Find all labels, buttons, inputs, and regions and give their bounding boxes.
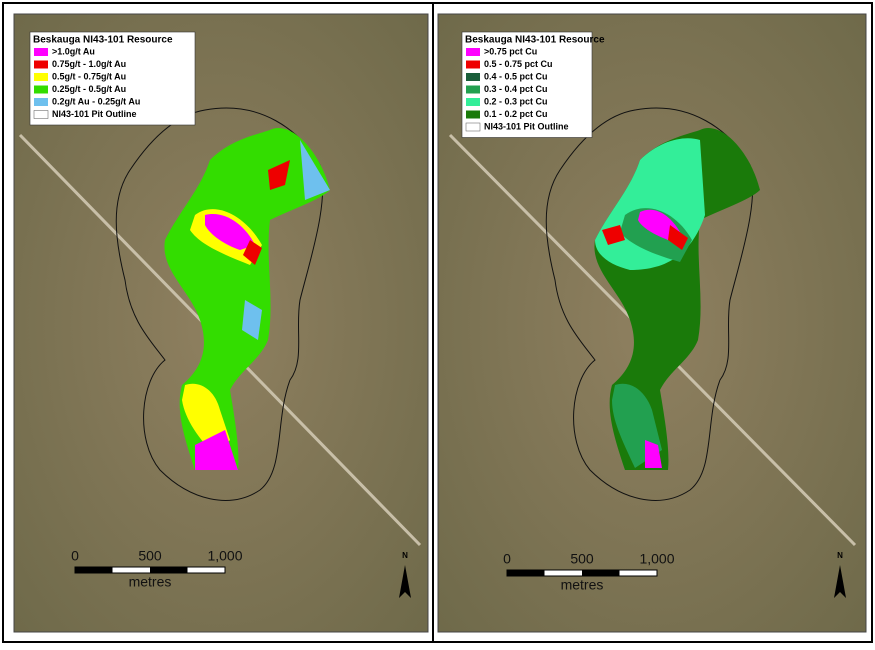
legend-swatch	[466, 73, 480, 81]
legend-box	[29, 31, 196, 126]
map-annotations: Beskauga NI43-101 Resource>1.0g/t Au 0.75…	[29, 31, 411, 598]
ore-zone	[645, 440, 662, 468]
legend-title: Beskauga NI43-101 Resource	[465, 35, 605, 46]
legend-swatch	[34, 85, 48, 94]
scale-label: 1,000	[207, 548, 242, 564]
scale-label: 500	[570, 551, 594, 567]
legend-label: >1.0g/t Au	[52, 46, 95, 56]
scale-bar-segment	[150, 567, 188, 573]
north-label: N	[837, 551, 843, 560]
scale-label: 0	[71, 548, 79, 564]
scale-unit: metres	[561, 577, 604, 593]
map-panel-right	[437, 13, 867, 633]
north-arrow	[399, 565, 411, 598]
legend-label: NI43-101 Pit Outline	[52, 109, 137, 119]
legend-title: Beskauga NI43-101 Resource	[33, 35, 173, 46]
legend-label: 0.3 - 0.4 pct Cu	[484, 84, 548, 94]
map-annotations: Beskauga NI43-101 Resource>0.75 pct Cu 0.…	[461, 31, 846, 598]
legend-label: 0.75g/t - 1.0g/t Au	[52, 59, 126, 69]
scale-label: 1,000	[639, 551, 674, 567]
legend-swatch	[34, 98, 48, 106]
legend-label: NI43-101 Pit Outline	[484, 121, 569, 131]
legend-swatch	[466, 110, 480, 119]
legend-swatch	[466, 85, 480, 94]
legend-label: 0.2 - 0.3 pct Cu	[484, 96, 548, 106]
legend-label: 0.4 - 0.5 pct Cu	[484, 71, 548, 81]
legend-swatch	[465, 122, 481, 132]
ore-zone	[195, 430, 238, 470]
legend-swatch	[33, 110, 49, 119]
scale-label: 500	[138, 548, 162, 564]
legend-label: 0.5 - 0.75 pct Cu	[484, 59, 553, 69]
ore-zone	[300, 140, 330, 200]
north-arrow	[834, 565, 846, 598]
ore-zone	[602, 225, 625, 245]
scale-label: 0	[503, 551, 511, 567]
legend-swatch	[34, 60, 48, 69]
ore-zone	[242, 300, 262, 340]
legend-label: 0.5g/t - 0.75g/t Au	[52, 71, 126, 81]
legend-swatch	[34, 73, 48, 81]
scale-bar-segment	[582, 570, 620, 576]
overlays: Beskauga NI43-101 Resource>1.0g/t Au0.75…	[29, 31, 846, 598]
legend-swatch	[466, 60, 480, 69]
legend-box	[461, 31, 593, 138]
ore-zone	[268, 160, 290, 190]
ore-zone	[205, 214, 255, 250]
legend-swatch	[466, 98, 480, 106]
legend-swatch	[466, 48, 480, 56]
legend-label: 0.1 - 0.2 pct Cu	[484, 109, 548, 119]
scale-bar-segment	[75, 567, 113, 573]
ore-zone	[243, 240, 262, 265]
legend-label: >0.75 pct Cu	[484, 46, 537, 56]
legend-swatch	[34, 48, 48, 56]
legend-label: 0.25g/t - 0.5g/t Au	[52, 84, 126, 94]
scale-bar-segment	[507, 570, 545, 576]
north-label: N	[402, 551, 408, 560]
legend-label: 0.2g/t Au - 0.25g/t Au	[52, 96, 140, 106]
ore-zone	[668, 225, 688, 250]
scale-unit: metres	[129, 574, 172, 590]
ore-zone	[620, 208, 692, 262]
